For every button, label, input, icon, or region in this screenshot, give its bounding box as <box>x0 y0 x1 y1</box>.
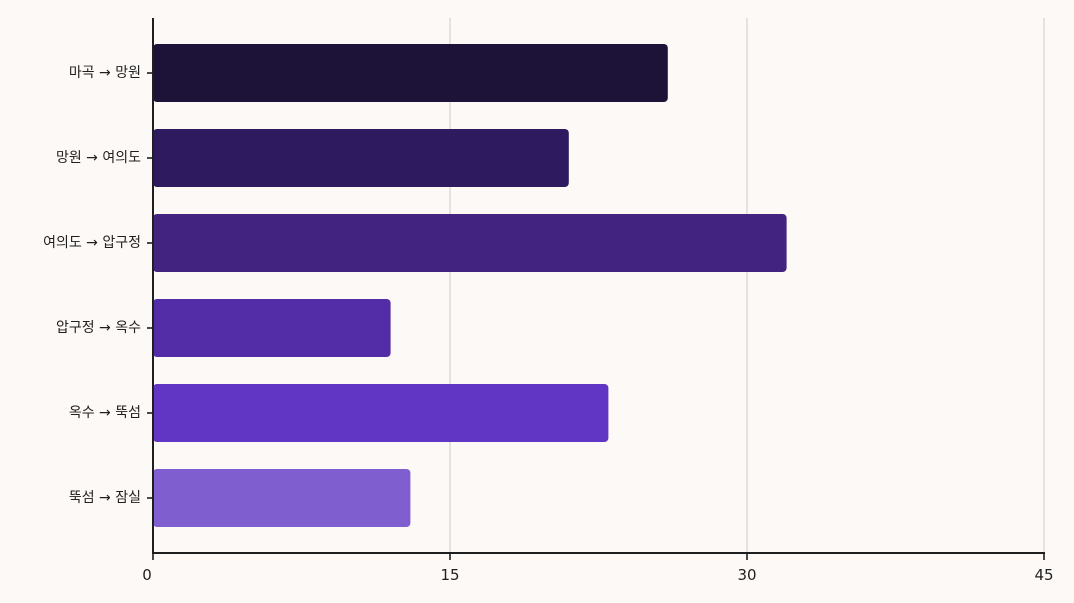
bar <box>153 384 609 442</box>
category-label: 마곡 → 망원 <box>69 65 141 81</box>
bar <box>153 299 391 357</box>
category-label: 뚝섬 → 잠실 <box>69 490 141 506</box>
bar <box>153 214 787 272</box>
category-label: 여의도 → 압구정 <box>43 235 141 251</box>
bar <box>153 129 569 187</box>
gridlines <box>449 18 1045 553</box>
x-tick-label: 45 <box>1034 566 1053 584</box>
x-tick-label: 30 <box>737 566 756 584</box>
bar <box>153 44 668 102</box>
x-tick-label: 15 <box>440 566 459 584</box>
bar <box>153 469 411 527</box>
category-label: 옥수 → 뚝섬 <box>69 405 141 421</box>
category-label: 망원 → 여의도 <box>56 150 141 166</box>
category-label: 압구정 → 옥수 <box>56 320 141 336</box>
x-tick-label: 0 <box>142 566 152 584</box>
bars <box>153 44 787 527</box>
x-axis: 0 15 30 45 <box>142 552 1054 584</box>
